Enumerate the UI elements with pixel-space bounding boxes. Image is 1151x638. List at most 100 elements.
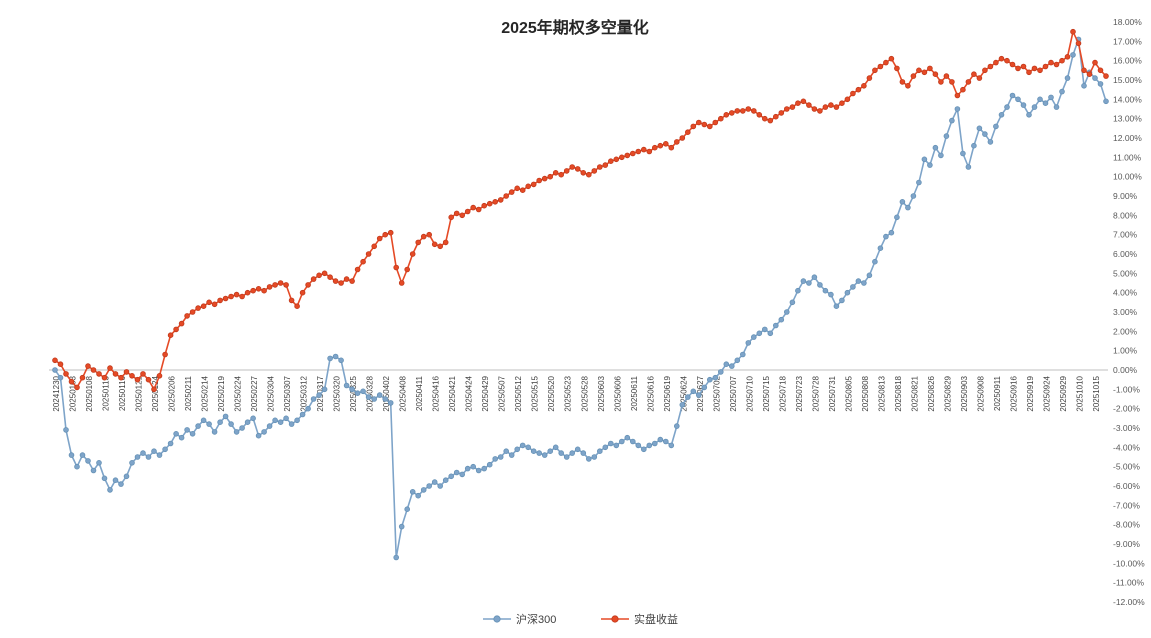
y-axis-label: -1.00% <box>1113 384 1140 394</box>
series-line-0 <box>54 38 1107 559</box>
data-point-marker <box>415 492 422 499</box>
data-point-marker <box>349 278 355 284</box>
x-axis-label: 20250929 <box>1059 375 1068 411</box>
y-axis-label: 11.00% <box>1113 152 1142 162</box>
data-point-marker <box>635 442 642 449</box>
legend-marker-realized <box>611 615 619 623</box>
data-point-marker <box>195 305 201 311</box>
data-point-marker <box>437 483 444 489</box>
x-axis-label: 20250515 <box>531 375 540 411</box>
data-point-marker <box>624 152 631 159</box>
data-point-marker <box>800 278 807 284</box>
data-point-marker <box>767 330 774 337</box>
x-axis-label: 20250715 <box>762 375 771 411</box>
x-axis-label: 20250805 <box>844 375 853 411</box>
data-point-marker <box>52 357 58 364</box>
data-point-marker <box>927 162 933 168</box>
data-point-marker <box>971 71 977 77</box>
x-axis-label: 20250821 <box>910 375 919 411</box>
data-point-marker <box>706 123 713 130</box>
y-axis-label: 17.00% <box>1113 36 1142 46</box>
data-point-marker <box>349 386 355 393</box>
data-point-marker <box>883 59 889 66</box>
data-point-marker <box>134 376 141 383</box>
x-axis-label: 20250312 <box>300 375 309 411</box>
data-point-marker <box>723 361 730 368</box>
data-point-marker <box>585 171 592 178</box>
data-point-marker <box>569 450 575 456</box>
data-point-marker <box>1037 96 1043 103</box>
data-point-marker <box>134 454 141 460</box>
data-point-marker <box>206 421 212 427</box>
data-point-marker <box>888 55 895 62</box>
data-point-marker <box>877 245 884 252</box>
data-point-marker <box>173 430 179 437</box>
data-point-marker <box>266 284 273 290</box>
data-point-marker <box>376 235 383 242</box>
data-point-marker <box>558 171 564 178</box>
data-point-marker <box>1097 81 1104 87</box>
data-point-marker <box>464 208 471 215</box>
data-point-marker <box>1037 67 1043 74</box>
data-point-marker <box>74 463 80 470</box>
x-axis-label: 20251010 <box>1076 375 1085 411</box>
data-point-marker <box>756 112 763 118</box>
data-point-marker <box>591 168 598 174</box>
data-point-marker <box>927 65 933 72</box>
data-point-marker <box>305 405 311 412</box>
x-axis-label: 20250619 <box>663 375 672 411</box>
data-point-marker <box>921 156 928 163</box>
data-point-marker <box>299 411 306 418</box>
data-point-marker <box>123 369 130 375</box>
y-axis-label: -10.00% <box>1113 558 1145 568</box>
data-point-marker <box>855 278 862 284</box>
x-axis-label: 20250908 <box>976 375 985 411</box>
data-point-marker <box>993 59 999 66</box>
data-point-marker <box>795 287 801 294</box>
data-point-marker <box>156 372 163 379</box>
data-point-marker <box>629 150 636 157</box>
data-point-marker <box>817 108 823 114</box>
data-point-marker <box>1031 104 1038 110</box>
data-point-marker <box>178 434 185 441</box>
data-point-marker <box>68 452 75 458</box>
data-point-marker <box>602 444 609 451</box>
data-point-marker <box>514 185 520 192</box>
x-axis-label: 20241230 <box>52 375 61 411</box>
data-point-marker <box>140 371 146 377</box>
data-point-marker <box>552 444 559 451</box>
chart-title: 2025年期权多空量化 <box>501 18 649 37</box>
x-axis-label: 20250606 <box>613 375 622 411</box>
data-point-marker <box>971 142 977 149</box>
data-point-marker <box>872 67 878 74</box>
x-axis-label: 20250421 <box>448 375 457 411</box>
data-point-marker <box>261 429 267 435</box>
data-point-marker <box>255 432 262 439</box>
data-point-marker <box>795 100 801 106</box>
data-point-marker <box>167 332 174 339</box>
x-axis-label: 20250103 <box>69 375 78 411</box>
data-point-marker <box>277 419 284 426</box>
data-point-marker <box>1042 63 1049 70</box>
data-point-marker <box>101 374 108 381</box>
data-point-marker <box>1004 104 1010 110</box>
data-point-marker <box>949 79 955 85</box>
data-point-marker <box>1053 104 1060 110</box>
series-line-1 <box>54 30 1107 391</box>
data-point-marker <box>932 71 939 77</box>
x-axis-label: 20250116 <box>118 375 127 411</box>
data-point-marker <box>872 258 878 265</box>
data-point-marker <box>657 142 664 149</box>
x-axis-label: 20250707 <box>729 375 738 411</box>
x-axis-label: 20250528 <box>580 375 589 411</box>
data-point-marker <box>828 102 834 108</box>
data-point-marker <box>327 355 333 362</box>
data-point-marker <box>354 390 361 397</box>
data-point-marker <box>404 266 411 273</box>
data-point-marker <box>68 378 75 385</box>
data-point-marker <box>228 421 234 427</box>
data-point-marker <box>222 413 229 420</box>
y-axis-label: 13.00% <box>1113 114 1142 124</box>
y-axis-label: 15.00% <box>1113 75 1142 85</box>
